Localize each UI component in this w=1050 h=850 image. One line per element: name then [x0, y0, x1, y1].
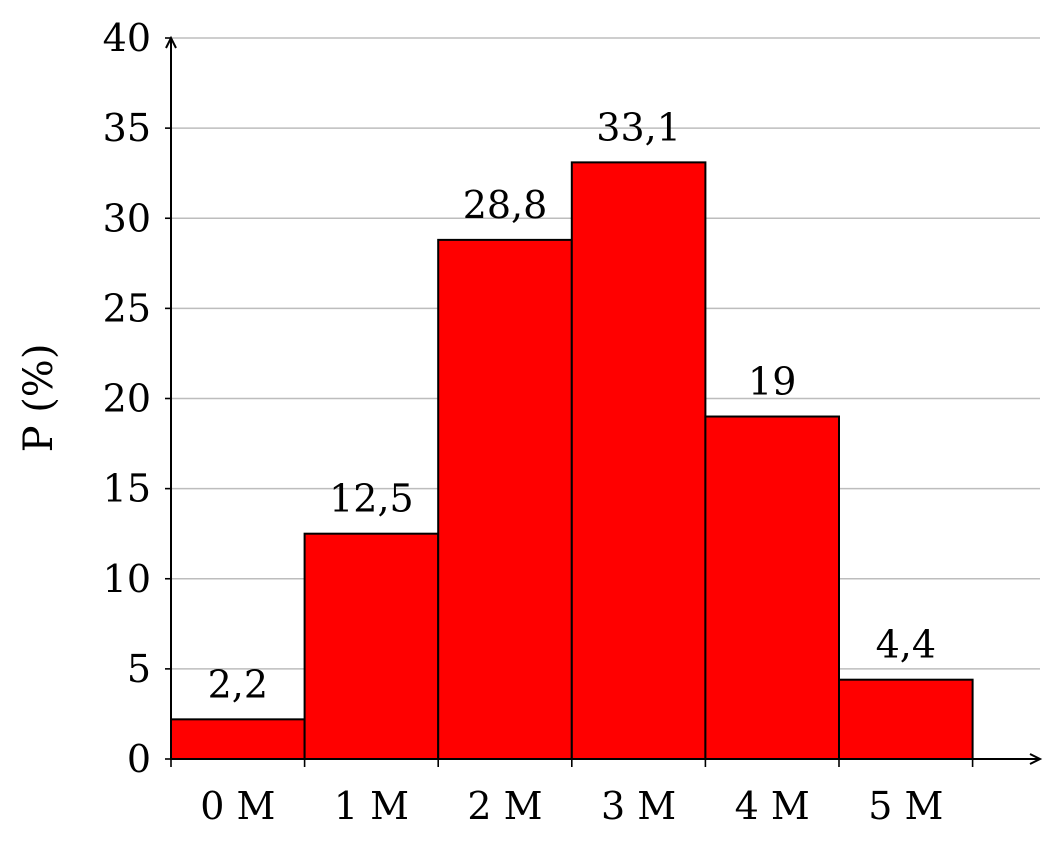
x-category-label: 5 M	[868, 784, 943, 828]
y-tick-label: 0	[127, 737, 151, 781]
bar-value-label: 4,4	[876, 623, 936, 667]
bar-3-m	[570, 161, 707, 760]
y-axis-title: P (%)	[16, 344, 62, 453]
bar-value-label: 19	[748, 360, 796, 404]
bar-value-label: 28,8	[463, 183, 548, 227]
bar-value-label: 12,5	[329, 477, 414, 521]
labels-layer: 0 5 10 15 20 25 30 35 40 2,2 0 M 12,5 1 M 28,8 2 M 33,1…	[103, 16, 944, 828]
x-category-label: 0 M	[200, 784, 275, 828]
bars-layer	[170, 161, 974, 760]
y-tick-label: 40	[103, 16, 151, 60]
bar-value-label: 33,1	[596, 105, 681, 149]
y-tick-label: 35	[103, 106, 151, 150]
y-tick-label: 20	[103, 377, 151, 421]
x-category-label: 3 M	[601, 784, 676, 828]
x-category-label: 2 M	[467, 784, 542, 828]
bar-5-m	[838, 678, 974, 760]
y-tick-label: 10	[103, 557, 151, 601]
bar-2-m	[437, 238, 573, 760]
axes-layer	[165, 35, 1043, 767]
y-tick-label: 25	[103, 286, 151, 330]
bar-value-label: 2,2	[208, 662, 268, 706]
x-category-label: 4 M	[735, 784, 810, 828]
x-axis-arrow	[1029, 753, 1043, 765]
y-tick-label: 30	[103, 196, 151, 240]
y-tick-label: 5	[127, 647, 151, 691]
bar-4-m	[704, 415, 841, 760]
bar-0-m	[170, 718, 306, 760]
bar-1-m	[303, 532, 440, 760]
x-category-label: 1 M	[334, 784, 409, 828]
y-axis-arrow	[165, 35, 177, 49]
y-tick-label: 15	[103, 467, 151, 511]
